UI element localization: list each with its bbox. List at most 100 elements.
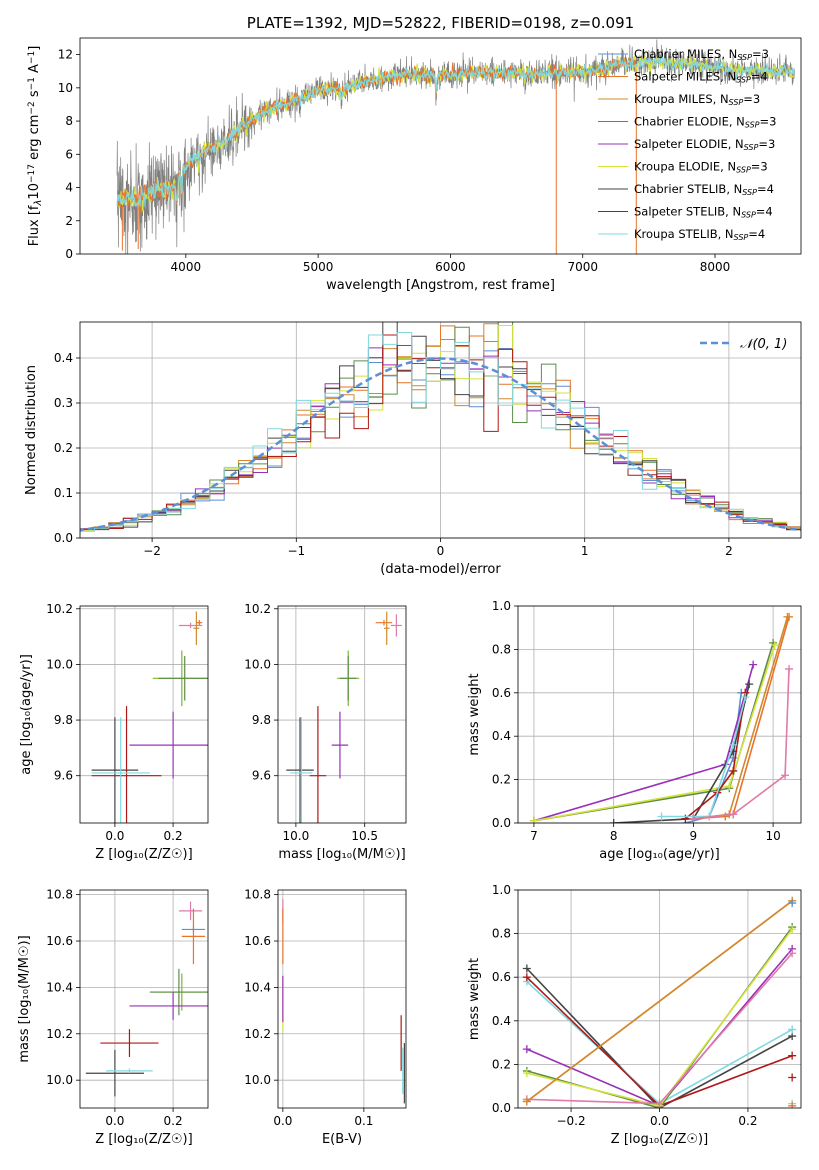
tick-label-y: 9.8 — [54, 713, 73, 727]
y-axis-label: mass weight — [467, 958, 482, 1040]
tick-label-x: −1 — [287, 544, 305, 558]
tick-label-x: −2 — [143, 544, 161, 558]
legend-sub: SSP — [737, 53, 752, 62]
tick-label-y: 6 — [65, 147, 73, 161]
legend-tail: =4 — [748, 227, 765, 241]
residuals-axes: −2 −1 0 1 2 0.0 0.1 0.2 0.3 0.4 (data-model)/error… — [24, 321, 802, 577]
tick-label-y: 0.8 — [492, 927, 511, 941]
legend-sub: SSP — [736, 166, 751, 175]
legend-text: Chabrier STELIB, N — [634, 182, 742, 196]
legend-entry: Chabrier MILES, NSSP=3 — [634, 47, 769, 62]
tick-label-y: 0.6 — [492, 970, 511, 984]
tick-label-x: 0.2 — [738, 1114, 757, 1128]
x-axis-label: wavelength [Angstrom, rest frame] — [326, 278, 555, 293]
tick-label-y: 10.6 — [46, 934, 73, 948]
legend-entry: Kroupa STELIB, NSSP=4 — [634, 227, 765, 242]
y-label-part: −1 — [27, 51, 37, 64]
x-axis-label: Z [log₁₀(Z/Z☉)] — [611, 1132, 708, 1147]
tick-label-y: 10.0 — [244, 1073, 271, 1087]
mass_vs_Z-marks — [85, 901, 208, 1097]
tick-label-y: 10.2 — [244, 602, 271, 616]
legend-entry: Salpeter STELIB, NSSP=4 — [634, 205, 773, 220]
legend-entry: Chabrier STELIB, NSSP=4 — [634, 182, 774, 197]
x-axis-label: Z [log₁₀(Z/Z☉)] — [95, 847, 192, 862]
mass_vs_Z-axes: 0.0 0.2 10.0 10.2 10.4 10.6 10.8 Z [log₁₀(Z/Z☉)… — [17, 888, 209, 1147]
tick-label-y: 0.6 — [492, 686, 511, 700]
y-label-part: 10 — [27, 183, 42, 200]
weight_vs_Z-axes: −0.2 0.0 0.2 0.0 0.2 0.4 0.6 0.8 1.0 Z [log₁₀(Z/Z… — [467, 883, 802, 1147]
tick-label-y: 0.0 — [54, 531, 73, 545]
legend-entry: 𝒩(0, 1) — [740, 337, 787, 352]
weight-series-line — [693, 668, 790, 820]
legend-entry: Kroupa MILES, NSSP=3 — [634, 92, 760, 107]
weight-marker — [788, 1073, 797, 1082]
x-axis-label: mass [log₁₀(M/M☉)] — [278, 847, 405, 862]
age_vs_mass-marks — [286, 611, 402, 823]
tick-label-y: 0.4 — [492, 729, 511, 743]
tick-label-x: 8 — [610, 829, 618, 843]
y-label-part: s — [27, 90, 42, 101]
x-axis-label: E(B-V) — [322, 1132, 362, 1147]
axes-frame — [79, 605, 209, 824]
tick-label-x: 0.2 — [164, 829, 183, 843]
legend-text: Salpeter MILES, N — [634, 70, 736, 84]
weight-marker — [657, 812, 666, 821]
tick-label-x: 5000 — [303, 260, 334, 274]
axes-frame — [277, 889, 407, 1109]
mass_vs_ebv-marks — [282, 899, 405, 1104]
y-label-part: A — [27, 64, 42, 77]
tick-label-x: 0 — [437, 544, 445, 558]
weight-marker — [788, 899, 797, 908]
tick-label-x: 10.0 — [283, 829, 310, 843]
weight-marker — [749, 660, 758, 669]
axes-frame — [277, 605, 407, 824]
legend-entry: Kroupa ELODIE, NSSP=3 — [634, 160, 768, 175]
weight-marker — [529, 816, 538, 823]
weight-marker — [785, 664, 794, 673]
tick-label-x: 7000 — [567, 260, 598, 274]
legend-tail: =4 — [757, 182, 774, 196]
y-label-part: −2 — [27, 101, 37, 114]
y-axis-label: age [log₁₀(age/yr)] — [19, 654, 34, 775]
tick-label-y: 8 — [65, 114, 73, 128]
weight-series-line — [526, 967, 793, 1108]
tick-label-x: 2 — [725, 544, 733, 558]
x-axis-label: age [log₁₀(age/yr)] — [599, 847, 720, 862]
weight-marker — [725, 782, 734, 791]
gaussian-reference-line — [80, 357, 801, 532]
tick-label-y: 0.4 — [54, 351, 73, 365]
tick-label-y: 0.1 — [54, 486, 73, 500]
y-label-part: −1 — [27, 77, 37, 90]
tick-label-y: 10.8 — [46, 888, 73, 902]
legend-entry: Chabrier ELODIE, NSSP=3 — [634, 115, 776, 130]
tick-label-y: 0.0 — [492, 1101, 511, 1115]
histogram-series — [80, 332, 801, 532]
tick-label-x: 0.0 — [273, 1114, 292, 1128]
tick-label-y: 10.4 — [244, 980, 271, 994]
tick-label-y: 10.2 — [46, 602, 73, 616]
tick-label-y: 4 — [65, 181, 73, 195]
x-axis-label: Z [log₁₀(Z/Z☉)] — [95, 1132, 192, 1147]
legend-sub: SSP — [734, 233, 749, 242]
legend-text: Chabrier ELODIE, N — [634, 115, 745, 129]
tick-label-x: 0.0 — [650, 1114, 669, 1128]
tick-label-y: 1.0 — [492, 883, 511, 897]
plot-area — [518, 606, 801, 823]
weight-marker — [522, 1069, 531, 1078]
tick-label-y: 0 — [65, 247, 73, 261]
tick-label-y: 10.2 — [244, 1027, 271, 1041]
weight-marker — [522, 973, 531, 982]
y-label-part: erg cm — [27, 115, 42, 164]
tick-label-x: 8000 — [700, 260, 731, 274]
spectrum-model-line — [116, 54, 795, 208]
tick-label-x: 9 — [690, 829, 698, 843]
legend-tail: =3 — [751, 160, 768, 174]
tick-label-y: 12 — [58, 48, 73, 62]
tick-label-y: 10.0 — [46, 657, 73, 671]
axes-frame — [79, 889, 209, 1109]
weight-marker — [745, 680, 754, 689]
tick-label-y: 10.8 — [244, 888, 271, 902]
weight_vs_Z-marks — [522, 896, 797, 1108]
tick-label-y: 0.2 — [492, 1057, 511, 1071]
